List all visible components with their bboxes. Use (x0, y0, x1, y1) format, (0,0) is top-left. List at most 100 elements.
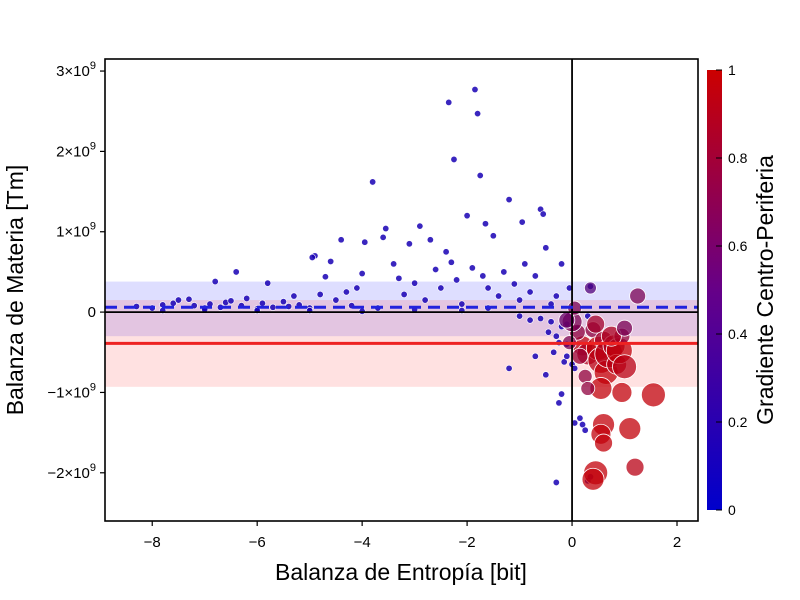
data-point (611, 382, 633, 403)
data-point (612, 354, 637, 380)
data-point (616, 319, 633, 337)
data-point (463, 212, 471, 220)
colorbar-tick-label: 0.8 (728, 150, 748, 166)
data-point (584, 281, 597, 295)
data-point (629, 287, 647, 305)
data-point (411, 279, 419, 287)
data-point (416, 222, 424, 230)
colorbar-tick-label: 0.2 (728, 414, 748, 430)
y-tick-label: −2×109 (47, 462, 96, 482)
data-point (552, 478, 560, 486)
data-point (379, 233, 387, 241)
y-tick-label: −1×109 (47, 381, 96, 401)
data-point (185, 295, 193, 303)
data-point (442, 248, 450, 256)
x-tick-label: −6 (249, 534, 266, 551)
data-point (342, 288, 350, 296)
data-point (625, 457, 645, 477)
data-point (526, 316, 534, 324)
data-point (421, 296, 429, 304)
data-point (558, 260, 566, 268)
colorbar-tick-label: 0 (728, 502, 736, 518)
data-point (232, 268, 240, 276)
data-point (579, 421, 587, 429)
data-point (445, 98, 453, 106)
data-point (264, 279, 272, 287)
data-point (327, 257, 335, 265)
data-point (552, 292, 560, 300)
data-point (308, 253, 316, 261)
x-tick-label: 2 (673, 534, 681, 551)
data-point (474, 110, 482, 118)
data-point (395, 274, 403, 282)
data-point (542, 371, 550, 379)
y-tick-label: 3×109 (56, 60, 96, 80)
y-tick-label: 0 (88, 304, 96, 321)
data-point (495, 292, 503, 300)
data-point (518, 218, 526, 226)
data-point (290, 292, 298, 300)
data-point (640, 382, 666, 408)
data-point (476, 172, 484, 180)
data-point (521, 260, 529, 268)
data-point (174, 296, 182, 304)
data-point (243, 294, 251, 302)
data-point (618, 417, 642, 441)
data-point (269, 303, 277, 311)
y-tick-label: 1×109 (56, 221, 96, 241)
data-point (516, 296, 524, 304)
data-point (481, 220, 489, 228)
reference-lines (105, 59, 698, 521)
data-point (227, 297, 235, 305)
data-point (576, 414, 584, 422)
data-point (571, 347, 589, 365)
data-point (468, 264, 476, 272)
x-axis-label: Balanza de Entropía [bit] (275, 559, 527, 585)
colorbar: 0 0.2 0.4 0.6 0.8 1 Gradiente Centro-Periferi… (707, 62, 778, 518)
data-point (432, 266, 440, 274)
data-point (577, 368, 593, 384)
data-point (581, 426, 589, 434)
x-tick-label: −8 (144, 534, 161, 551)
data-point (279, 298, 287, 306)
data-point (542, 244, 550, 252)
data-point (547, 318, 555, 326)
data-point (580, 381, 596, 396)
plot-frame (104, 58, 699, 522)
x-tick-label: −4 (354, 534, 371, 551)
colorbar-gradient (707, 70, 722, 510)
x-tick-label: −2 (459, 534, 476, 551)
data-point (437, 284, 445, 292)
data-point (489, 232, 497, 240)
data-point (471, 86, 479, 94)
data-point (426, 236, 434, 244)
data-point (563, 352, 571, 360)
colorbar-label: Gradiente Centro-Periferia (752, 155, 778, 425)
data-point (479, 272, 487, 280)
data-point (321, 273, 329, 281)
data-point (526, 288, 534, 296)
data-point (560, 358, 568, 366)
data-point (500, 268, 508, 276)
data-point (369, 178, 377, 186)
data-point (544, 328, 552, 336)
data-point (586, 314, 606, 334)
data-point (552, 332, 560, 340)
data-point (258, 299, 266, 307)
data-point (332, 296, 340, 304)
data-point (337, 236, 345, 244)
data-point (510, 280, 518, 288)
data-point (539, 210, 547, 218)
data-point (450, 155, 458, 163)
data-point (601, 325, 622, 347)
data-point (453, 276, 461, 284)
data-point (382, 225, 390, 233)
data-point (531, 272, 539, 280)
x-tick-label: 0 (568, 534, 576, 551)
y-axis-ticks: −2×109 −1×109 0 1×109 2×109 3×109 (47, 60, 105, 482)
data-point (390, 260, 398, 268)
colorbar-tick-label: 0.6 (728, 238, 748, 254)
data-point (594, 433, 613, 453)
data-point (484, 284, 492, 292)
